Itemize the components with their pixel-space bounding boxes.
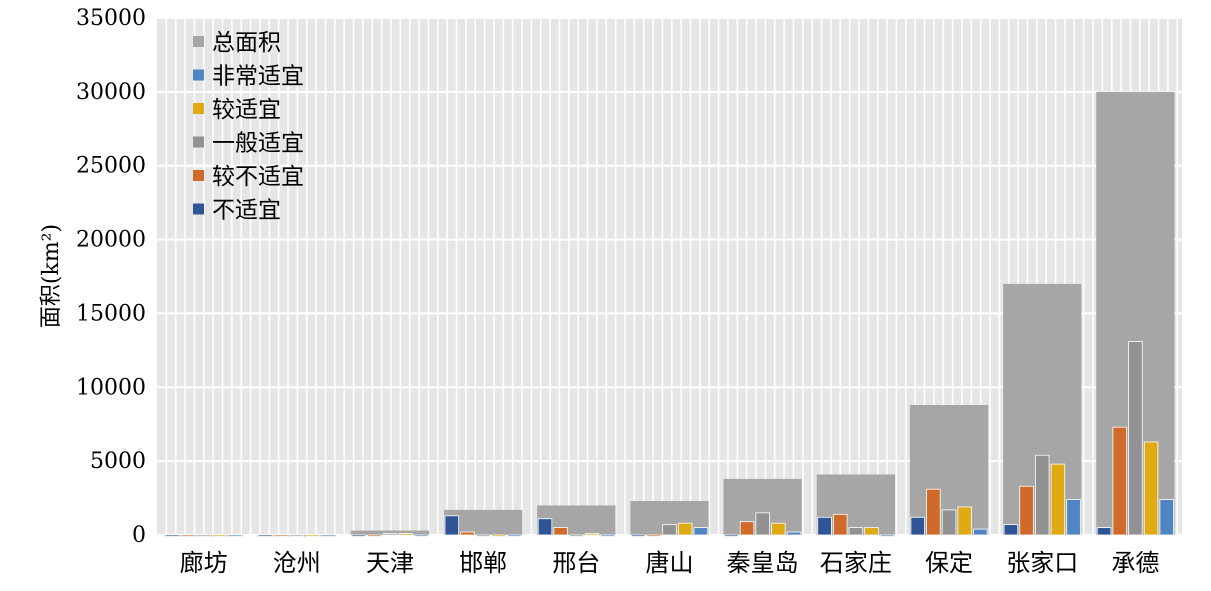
x-tick-label: 沧州: [273, 549, 321, 577]
legend-swatch: [193, 136, 204, 148]
y-tick-label: 20000: [76, 228, 146, 253]
x-tick-label: 廊坊: [180, 549, 228, 577]
y-axis-label: 面积(km²): [39, 224, 64, 328]
x-tick-label: 石家庄: [820, 549, 892, 577]
legend-swatch: [193, 69, 204, 81]
series-bar: [1128, 341, 1143, 536]
x-tick-label: 保定: [925, 549, 973, 577]
y-tick-labels: 0 5000 10000 15000 20000 25000 30000 35000: [76, 6, 146, 548]
y-tick-label: 15000: [76, 301, 146, 326]
series-bar: [537, 518, 553, 536]
series-bar: [475, 534, 491, 537]
series-bar: [662, 524, 677, 536]
series-bar: [600, 534, 615, 537]
series-bar: [693, 527, 709, 536]
y-tick-label: 30000: [76, 80, 146, 105]
x-tick-label: 天津: [366, 549, 414, 577]
y-tick-label: 5000: [90, 449, 146, 474]
series-bar: [1143, 441, 1159, 536]
series-bar: [553, 527, 568, 536]
x-tick-labels: 廊坊 沧州 天津 邯郸 邢台 唐山 秦皇岛 石家庄 保定 张家口 承德: [180, 549, 1160, 577]
series-bar: [771, 522, 786, 536]
legend-label: 非常适宜: [212, 64, 304, 90]
series-bar: [1003, 524, 1019, 536]
series-bar: [227, 534, 243, 537]
legend-label: 不适宜: [212, 198, 281, 224]
series-bar: [1019, 485, 1034, 536]
series-bar: [848, 527, 864, 536]
series-bar: [786, 531, 802, 536]
x-tick-label: 秦皇岛: [727, 549, 799, 577]
series-bar: [258, 534, 273, 537]
y-tick-label: 0: [132, 523, 146, 548]
series-bar: [1159, 499, 1174, 536]
series-bar: [739, 521, 755, 536]
series-bar: [910, 516, 925, 536]
total-bar: [350, 530, 430, 535]
series-bar: [926, 488, 941, 536]
series-bar: [630, 534, 646, 537]
series-bar: [460, 531, 475, 536]
x-tick-label: 邯郸: [459, 549, 507, 577]
y-tick-label: 35000: [76, 6, 146, 31]
series-bar: [320, 534, 336, 537]
series-bar: [491, 534, 507, 537]
series-bar: [832, 513, 848, 536]
series-bar: [367, 534, 382, 537]
series-bar: [444, 515, 460, 536]
series-bar: [957, 506, 972, 536]
series-bar: [196, 534, 211, 537]
series-bar: [414, 534, 429, 537]
series-bar: [569, 534, 584, 537]
legend-label: 较不适宜: [212, 164, 304, 190]
series-bar: [755, 512, 770, 536]
y-tick-label: 10000: [76, 375, 146, 400]
series-bar: [165, 534, 180, 537]
legend-swatch: [193, 203, 204, 215]
x-tick-label: 邢台: [552, 549, 600, 577]
legend-swatch: [193, 36, 204, 47]
series-bar: [180, 534, 196, 537]
series-bar: [724, 534, 739, 537]
series-bar: [305, 534, 320, 537]
series-bar: [351, 534, 366, 537]
legend-label: 一般适宜: [212, 131, 304, 157]
legend-label: 较适宜: [212, 97, 281, 123]
y-tick-label: 25000: [76, 154, 146, 179]
series-bar: [646, 534, 662, 537]
series-bar: [398, 533, 413, 536]
series-bar: [817, 516, 832, 536]
series-bar: [212, 534, 227, 537]
legend-label: 总面积: [212, 30, 281, 56]
series-bar: [1066, 499, 1081, 536]
x-tick-label: 唐山: [646, 549, 694, 577]
series-bar: [273, 534, 289, 537]
series-bar: [584, 533, 600, 536]
legend-swatch: [193, 103, 204, 114]
series-bar: [382, 533, 398, 536]
series-bar: [507, 534, 522, 537]
series-bar: [941, 509, 957, 536]
series-bar: [879, 534, 895, 537]
x-tick-label: 承德: [1111, 549, 1159, 577]
series-bar: [1050, 463, 1066, 536]
series-bar: [677, 522, 693, 536]
series-bars: [165, 341, 1174, 537]
series-bar: [289, 534, 305, 537]
legend-swatch: [193, 170, 204, 181]
series-bar: [1112, 426, 1127, 536]
series-bar: [973, 528, 988, 536]
series-bar: [864, 527, 879, 536]
series-bar: [1096, 527, 1112, 536]
x-tick-label: 张家口: [1006, 549, 1078, 577]
series-bar: [1035, 454, 1050, 536]
